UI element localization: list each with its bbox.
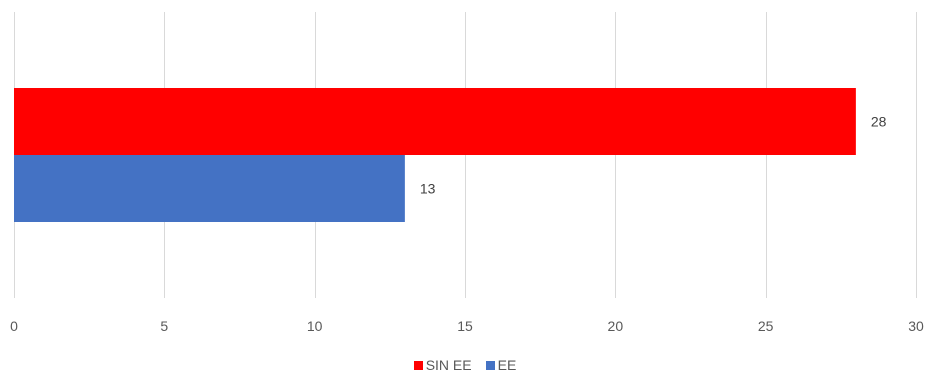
legend-swatch-ee <box>485 360 495 370</box>
x-tick-label-5: 5 <box>160 318 168 334</box>
data-label-sin-ee: 28 <box>871 114 887 130</box>
x-tick-label-25: 25 <box>758 318 774 334</box>
x-tick-label-0: 0 <box>10 318 18 334</box>
x-tick-label-10: 10 <box>307 318 323 334</box>
legend-item-ee: EE <box>485 357 517 373</box>
bar-ee <box>14 155 405 222</box>
legend-label-sin-ee: SIN EE <box>425 357 472 373</box>
x-tick-label-20: 20 <box>608 318 624 334</box>
bar-sin-ee <box>14 88 856 155</box>
x-tick-label-30: 30 <box>908 318 924 334</box>
legend-label-ee: EE <box>497 357 517 373</box>
data-label-ee: 13 <box>420 181 436 197</box>
legend-item-sin-ee: SIN EE <box>413 357 472 373</box>
legend-swatch-sin-ee <box>413 360 423 370</box>
legend: SIN EE EE <box>0 357 930 373</box>
x-tick-label-15: 15 <box>457 318 473 334</box>
